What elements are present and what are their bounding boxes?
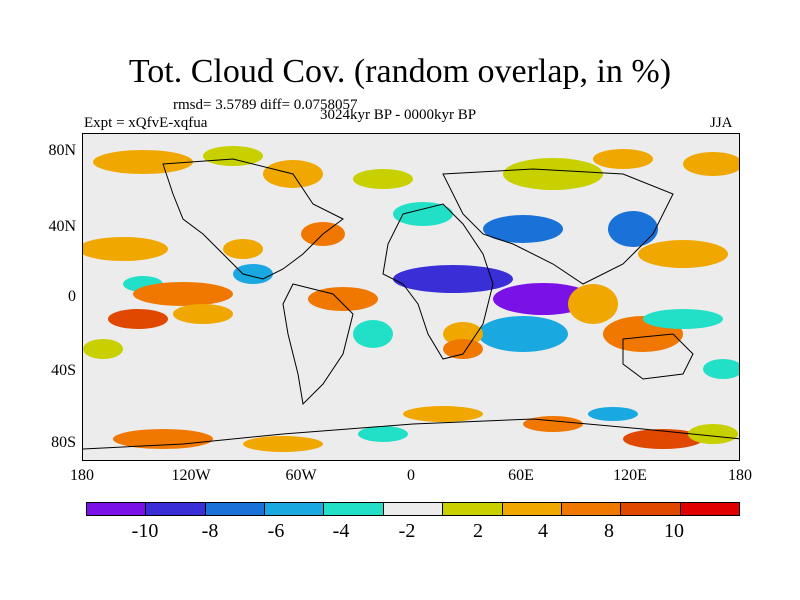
x-tick-label: 120E (613, 467, 647, 484)
colorbar-label: 2 (473, 520, 483, 542)
colorbar-segment (265, 503, 325, 515)
colorbar-label: -2 (398, 520, 416, 542)
coastlines (83, 158, 739, 450)
x-tick-label: 0 (407, 467, 415, 484)
colorbar-segment (383, 503, 444, 515)
colorbar-label: -4 (332, 520, 350, 542)
anomaly-field (83, 146, 739, 452)
x-tick-label: 60W (285, 467, 317, 484)
y-tick-label: 40N (48, 218, 76, 235)
colorbar-label: 8 (604, 520, 614, 542)
colorbar-segment (502, 503, 562, 515)
colorbar-segment (443, 503, 503, 515)
colorbar-segment (324, 503, 384, 515)
colorbar-label: -8 (201, 520, 219, 542)
period-label: 3024kyr BP - 0000kyr BP (320, 107, 477, 123)
colorbar-segment (146, 503, 206, 515)
colorbar-label: -6 (267, 520, 285, 542)
map-canvas (83, 134, 739, 460)
y-tick-label: 80S (51, 434, 76, 451)
x-tick-label: 60E (508, 467, 534, 484)
colorbar (86, 502, 740, 516)
y-tick-label: 0 (68, 288, 76, 305)
x-tick-label: 180 (728, 467, 752, 484)
colorbar-segment (621, 503, 681, 515)
x-tick-label: 180 (70, 467, 94, 484)
stats-line: rmsd= 3.5789 diff= 0.0758057 (173, 97, 358, 113)
season-label: JJA (710, 115, 733, 131)
colorbar-label: 4 (538, 520, 548, 542)
chart-title: Tot. Cloud Cov. (random overlap, in %) (128, 53, 672, 90)
colorbar-label: 10 (664, 520, 684, 542)
colorbar-label: -10 (131, 520, 159, 542)
colorbar-segment (205, 503, 266, 515)
x-tick-label: 120W (171, 467, 211, 484)
experiment-label: Expt = xQfvE-xqfua (84, 115, 208, 131)
colorbar-segment (561, 503, 622, 515)
y-tick-label: 80N (48, 142, 76, 159)
y-tick-label: 40S (51, 362, 76, 379)
cloud-cover-map (82, 133, 740, 461)
colorbar-segment (680, 503, 739, 515)
colorbar-segment (87, 503, 147, 515)
